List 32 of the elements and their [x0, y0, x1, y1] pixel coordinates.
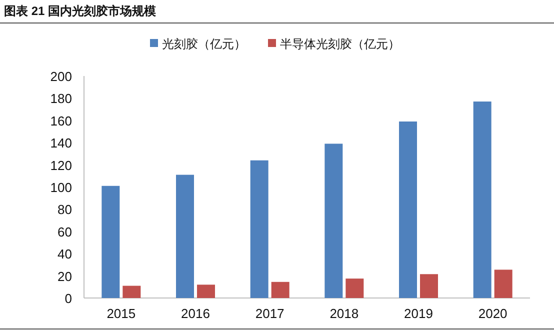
bar: [122, 286, 141, 298]
x-tick-label: 2018: [330, 306, 359, 321]
legend-label: 光刻胶（亿元）: [162, 37, 246, 51]
bar: [399, 122, 417, 298]
bar: [102, 186, 120, 298]
bar: [346, 278, 364, 298]
y-tick-label: 40: [58, 246, 72, 262]
bar: [250, 160, 268, 298]
title: 图表 21 国内光刻胶市场规模: [4, 4, 156, 18]
y-tick-label: 180: [50, 91, 72, 106]
bar: [473, 102, 492, 298]
bar: [197, 284, 215, 298]
y-tick-label: 0: [64, 291, 72, 306]
y-tick-label: 60: [58, 224, 72, 240]
x-tick-label: 2015: [106, 306, 136, 321]
y-tick-label: 100: [50, 180, 72, 195]
x-tick-label: 2017: [255, 306, 284, 321]
y-tick-label: 160: [50, 113, 72, 128]
y-tick-label: 20: [58, 268, 72, 284]
y-tick-label: 80: [58, 202, 72, 218]
legend-label: 半导体光刻胶（亿元）: [280, 37, 400, 51]
x-tick-label: 2019: [404, 306, 433, 321]
bar: [271, 282, 290, 298]
bar: [176, 174, 194, 298]
y-tick-label: 200: [50, 69, 72, 84]
bar: [324, 144, 343, 298]
bar: [494, 270, 512, 298]
y-tick-label: 140: [50, 136, 72, 151]
x-tick-label: 2016: [181, 306, 210, 321]
bar: [420, 274, 438, 298]
x-tick-label: 2020: [478, 306, 508, 321]
y-tick-label: 120: [50, 158, 72, 173]
